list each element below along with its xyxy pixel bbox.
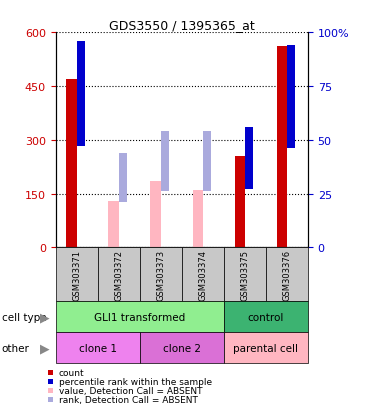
Text: other: other	[2, 343, 30, 353]
Bar	[224, 248, 266, 301]
Text: GSM303372: GSM303372	[114, 249, 123, 300]
Text: GSM303375: GSM303375	[240, 249, 249, 300]
Text: ▶: ▶	[40, 310, 50, 323]
Bar	[224, 332, 308, 363]
Bar	[245, 128, 253, 190]
Bar	[119, 153, 127, 203]
Title: GDS3550 / 1395365_at: GDS3550 / 1395365_at	[109, 19, 255, 32]
Text: ▶: ▶	[40, 341, 50, 354]
Bar	[193, 190, 203, 248]
Bar	[66, 80, 77, 248]
Text: GSM303374: GSM303374	[198, 249, 207, 300]
Text: parental cell: parental cell	[233, 343, 298, 353]
Bar	[56, 248, 98, 301]
Text: percentile rank within the sample: percentile rank within the sample	[59, 377, 212, 386]
Bar	[151, 182, 161, 248]
Text: GLI1 transformed: GLI1 transformed	[94, 312, 186, 322]
Bar	[277, 47, 287, 248]
Text: value, Detection Call = ABSENT: value, Detection Call = ABSENT	[59, 386, 202, 395]
Bar	[266, 248, 308, 301]
Bar	[140, 332, 224, 363]
Text: count: count	[59, 368, 84, 377]
Bar	[56, 301, 224, 332]
Text: clone 2: clone 2	[163, 343, 201, 353]
Text: GSM303376: GSM303376	[282, 249, 291, 300]
Text: control: control	[248, 312, 284, 322]
Bar	[161, 132, 169, 192]
Bar	[287, 46, 295, 149]
Text: rank, Detection Call = ABSENT: rank, Detection Call = ABSENT	[59, 395, 197, 404]
Text: clone 1: clone 1	[79, 343, 117, 353]
Bar	[77, 42, 85, 147]
Bar	[203, 132, 211, 192]
Bar	[234, 157, 245, 248]
Bar	[224, 301, 308, 332]
Bar	[182, 248, 224, 301]
Bar	[140, 248, 182, 301]
Bar	[56, 332, 140, 363]
Text: GSM303373: GSM303373	[156, 249, 165, 300]
Bar	[98, 248, 140, 301]
Text: cell type: cell type	[2, 312, 46, 322]
Bar	[108, 201, 119, 248]
Text: GSM303371: GSM303371	[72, 249, 81, 300]
